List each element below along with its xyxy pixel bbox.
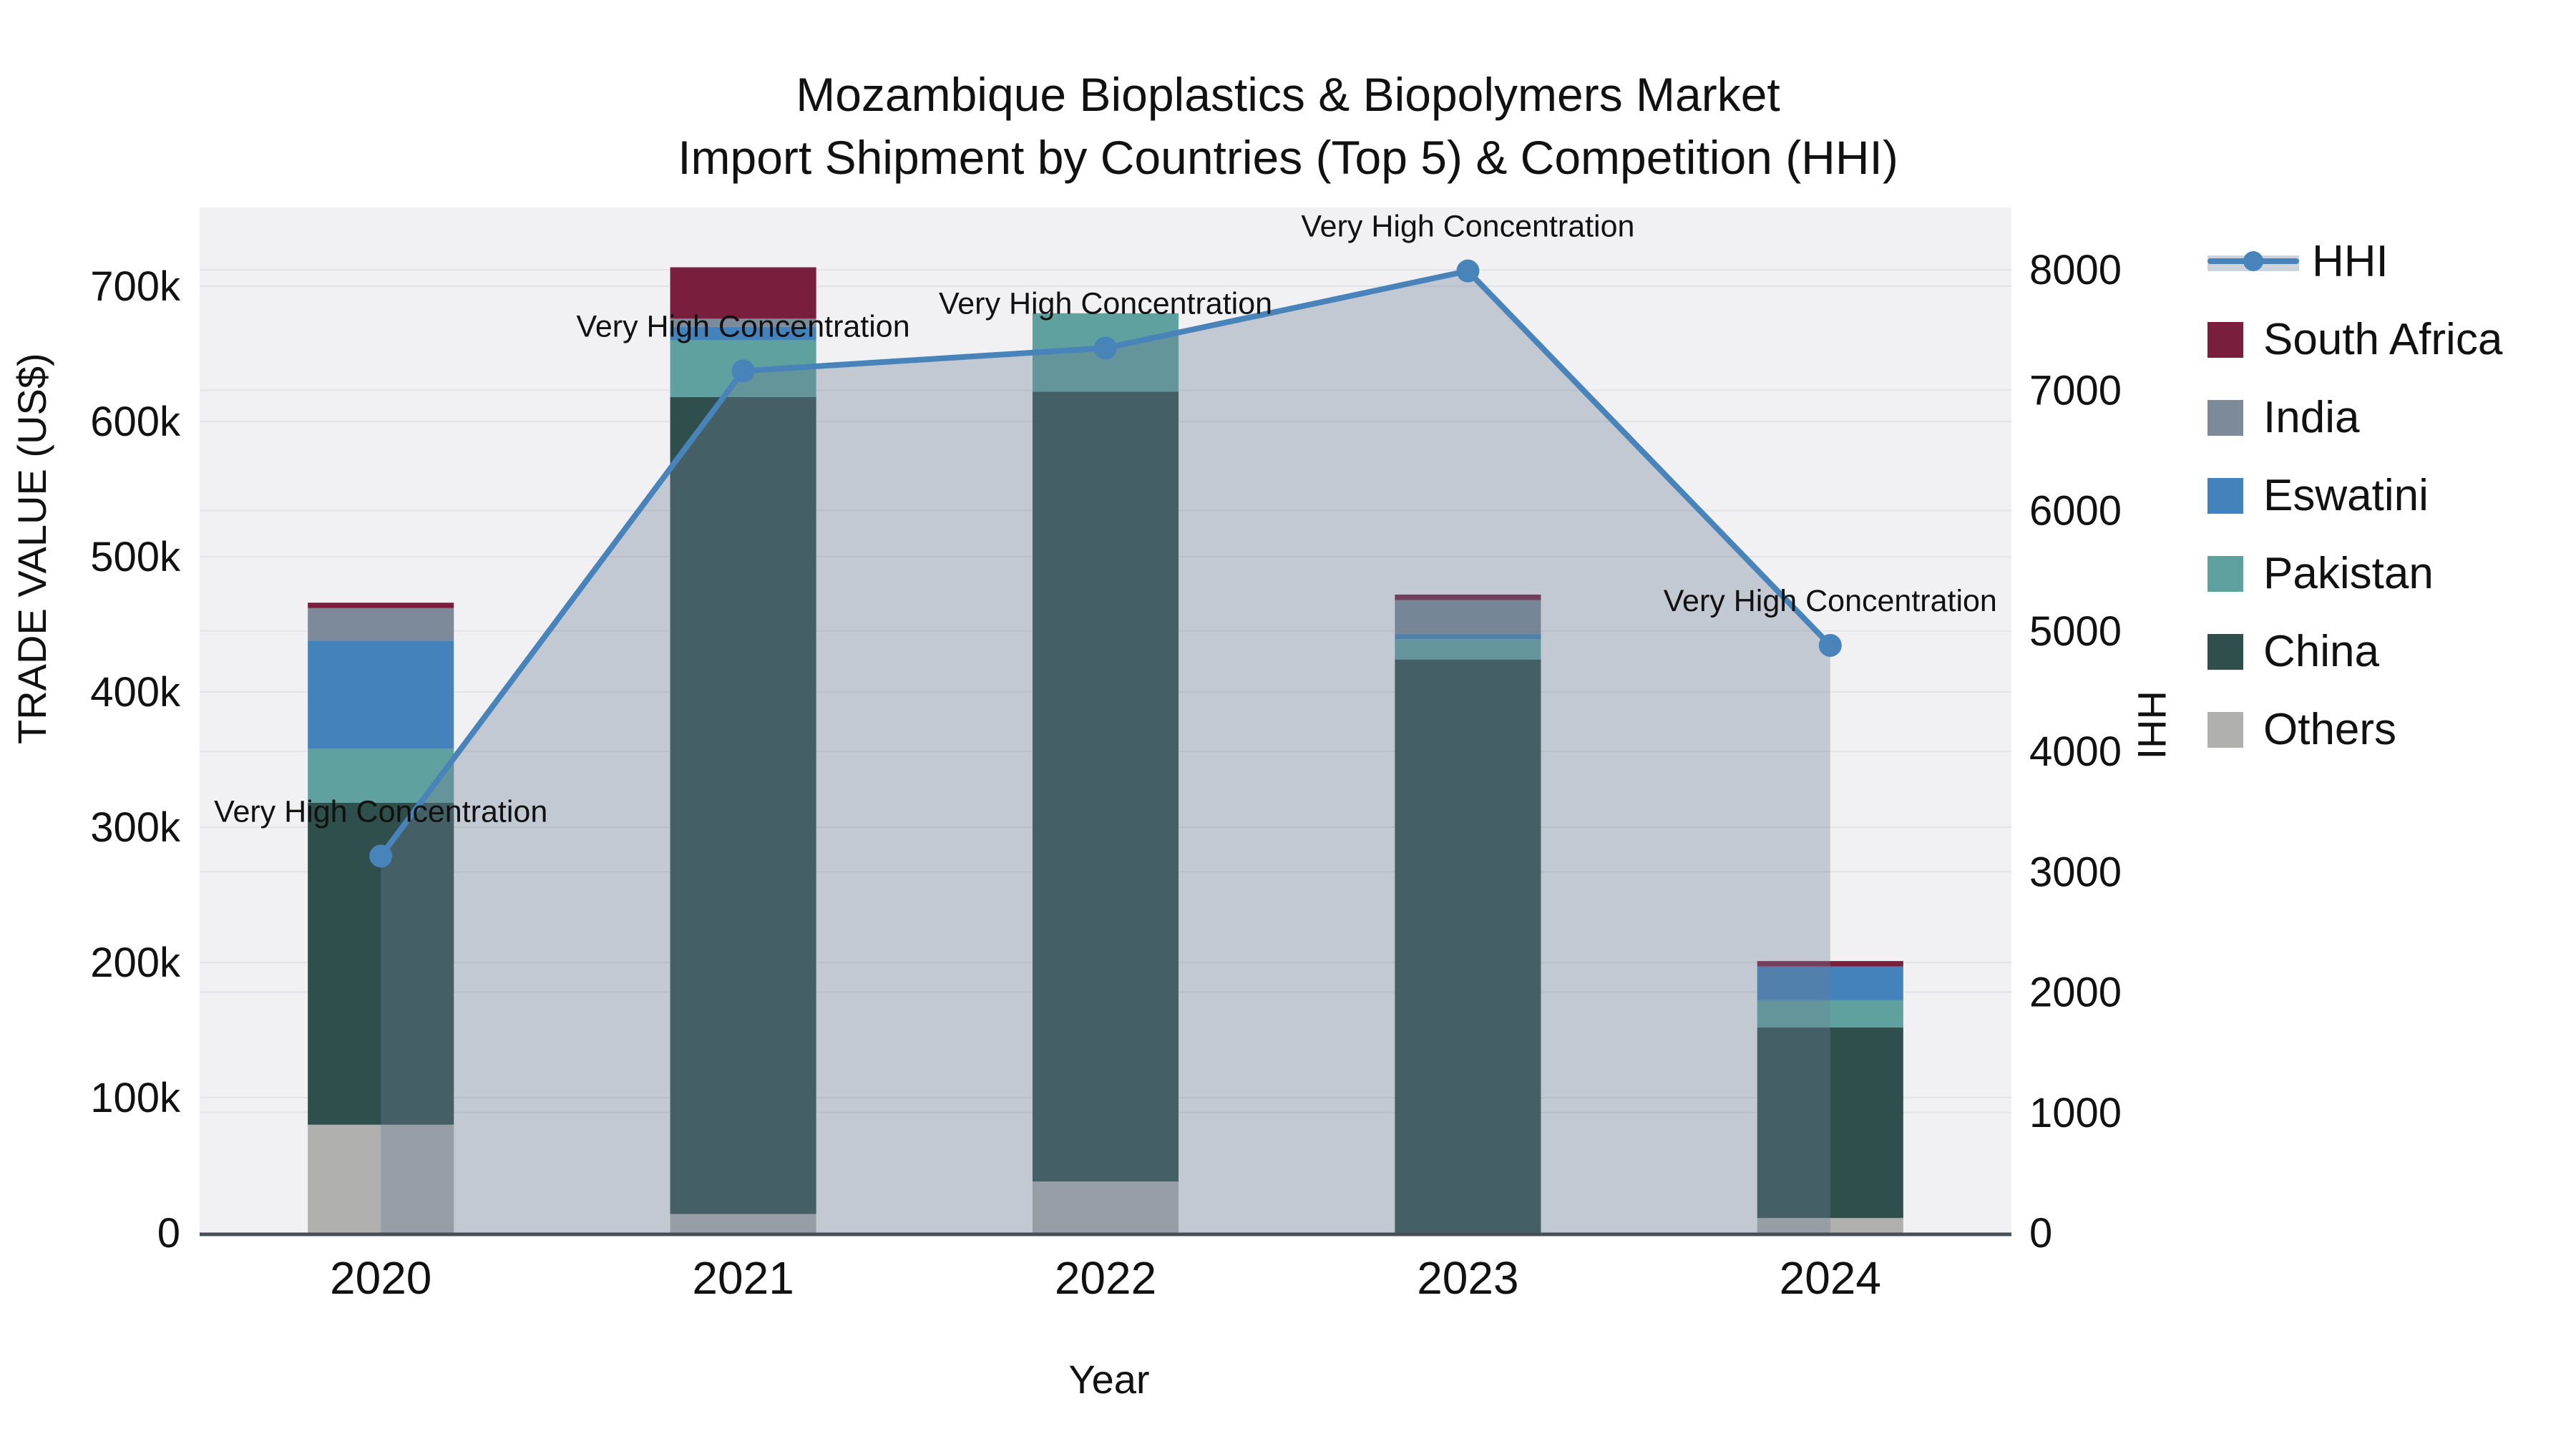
hhi-area-fill bbox=[381, 270, 1830, 1233]
bar-segment-india-2023 bbox=[1395, 600, 1541, 634]
hhi-line-icon bbox=[2207, 250, 2299, 274]
y-right-tick-2000: 2000 bbox=[2029, 970, 2122, 1016]
legend-item-south-africa[interactable]: South Africa bbox=[2207, 314, 2576, 365]
hhi-marker-2024 bbox=[1818, 633, 1842, 657]
y-left-tick-100k: 100k bbox=[90, 1075, 181, 1121]
y-left-tick-600k: 600k bbox=[90, 399, 181, 445]
legend-label-south-africa: South Africa bbox=[2263, 315, 2503, 364]
annotation-2022: Very High Concentration bbox=[939, 286, 1272, 321]
chart-title: Mozambique Bioplastics & Biopolymers Mar… bbox=[0, 63, 2576, 189]
bar-segment-eswatini-2023 bbox=[1395, 633, 1541, 640]
hhi-marker-2023 bbox=[1456, 259, 1480, 283]
bar-segment-south-africa-2021 bbox=[670, 267, 816, 319]
y-left-tick-700k: 700k bbox=[90, 263, 181, 310]
legend-item-pakistan[interactable]: Pakistan bbox=[2207, 548, 2576, 599]
bar-segment-china-2024 bbox=[1757, 1027, 1903, 1219]
bar-segment-china-2021 bbox=[670, 396, 816, 1214]
y-axis-title-left: TRADE VALUE (US$) bbox=[9, 353, 54, 744]
legend-label-others: Others bbox=[2263, 705, 2397, 754]
y-right-tick-3000: 3000 bbox=[2029, 849, 2122, 895]
bar-segment-india-2020 bbox=[308, 608, 454, 641]
hhi-marker-2022 bbox=[1094, 336, 1117, 360]
legend-item-others[interactable]: Others bbox=[2207, 704, 2576, 755]
legend-label-eswatini: Eswatini bbox=[2263, 471, 2429, 520]
bar-segment-eswatini-2021 bbox=[670, 326, 816, 341]
annotation-2024: Very High Concentration bbox=[1664, 584, 1997, 618]
hhi-marker-2021 bbox=[731, 359, 755, 383]
y-right-tick-4000: 4000 bbox=[2029, 728, 2122, 775]
bar-segment-pakistan-2023 bbox=[1395, 639, 1541, 660]
y-left-tick-200k: 200k bbox=[90, 940, 181, 986]
x-tick-2021: 2021 bbox=[692, 1252, 794, 1304]
bar-segment-eswatini-2020 bbox=[308, 640, 454, 749]
chart-title-line2: Import Shipment by Countries (Top 5) & C… bbox=[678, 131, 1898, 184]
chart-title-line1: Mozambique Bioplastics & Biopolymers Mar… bbox=[796, 68, 1780, 121]
annotation-2020: Very High Concentration bbox=[214, 794, 547, 829]
legend: HHI South Africa India Eswatini Pakistan Chin… bbox=[2207, 236, 2576, 782]
legend-label-china: China bbox=[2263, 627, 2379, 676]
legend-swatch-india bbox=[2207, 399, 2243, 436]
y-right-tick-8000: 8000 bbox=[2029, 247, 2122, 293]
y-left-tick-0: 0 bbox=[157, 1210, 180, 1257]
bar-segment-india-2021 bbox=[670, 318, 816, 327]
bar-segment-others-2024 bbox=[1757, 1218, 1903, 1233]
y-right-tick-7000: 7000 bbox=[2029, 367, 2122, 414]
legend-swatch-south-africa bbox=[2207, 321, 2243, 358]
bar-segment-eswatini-2024 bbox=[1757, 966, 1903, 1000]
bar-segment-pakistan-2024 bbox=[1757, 1000, 1903, 1028]
legend-swatch-china bbox=[2207, 633, 2243, 670]
legend-label-pakistan: Pakistan bbox=[2263, 549, 2434, 598]
bar-segment-others-2020 bbox=[308, 1124, 454, 1233]
bar-segment-south-africa-2020 bbox=[308, 602, 454, 608]
x-tick-2022: 2022 bbox=[1055, 1252, 1156, 1304]
legend-item-china[interactable]: China bbox=[2207, 626, 2576, 677]
bar-segment-others-2021 bbox=[670, 1214, 816, 1233]
x-axis-title: Year bbox=[1068, 1357, 1150, 1402]
hhi-marker-2020 bbox=[369, 844, 393, 868]
legend-swatch-eswatini bbox=[2207, 477, 2243, 514]
annotation-2023: Very High Concentration bbox=[1301, 210, 1634, 244]
legend-item-india[interactable]: India bbox=[2207, 392, 2576, 443]
bar-segment-south-africa-2023 bbox=[1395, 594, 1541, 600]
legend-item-hhi[interactable]: HHI bbox=[2207, 236, 2576, 287]
bar-segment-south-africa-2024 bbox=[1757, 961, 1903, 967]
bar-segment-others-2022 bbox=[1032, 1181, 1179, 1233]
x-tick-2020: 2020 bbox=[330, 1252, 431, 1304]
y-right-tick-0: 0 bbox=[2029, 1210, 2052, 1257]
bar-segment-china-2023 bbox=[1395, 659, 1541, 1233]
legend-item-eswatini[interactable]: Eswatini bbox=[2207, 470, 2576, 521]
legend-label-india: India bbox=[2263, 393, 2360, 442]
y-left-tick-500k: 500k bbox=[90, 534, 181, 580]
x-tick-2024: 2024 bbox=[1780, 1252, 1881, 1304]
y-left-tick-400k: 400k bbox=[90, 669, 181, 716]
y-right-tick-1000: 1000 bbox=[2029, 1090, 2122, 1136]
annotation-2021: Very High Concentration bbox=[577, 309, 910, 343]
bar-segment-china-2022 bbox=[1032, 391, 1179, 1182]
legend-swatch-pakistan bbox=[2207, 555, 2243, 592]
legend-label-hhi: HHI bbox=[2312, 237, 2389, 286]
x-tick-2023: 2023 bbox=[1417, 1252, 1518, 1304]
y-right-tick-6000: 6000 bbox=[2029, 488, 2122, 535]
y-axis-title-right: HHI bbox=[2129, 691, 2175, 760]
y-left-tick-300k: 300k bbox=[90, 804, 181, 851]
legend-swatch-others bbox=[2207, 711, 2243, 748]
y-right-tick-5000: 5000 bbox=[2029, 608, 2122, 655]
